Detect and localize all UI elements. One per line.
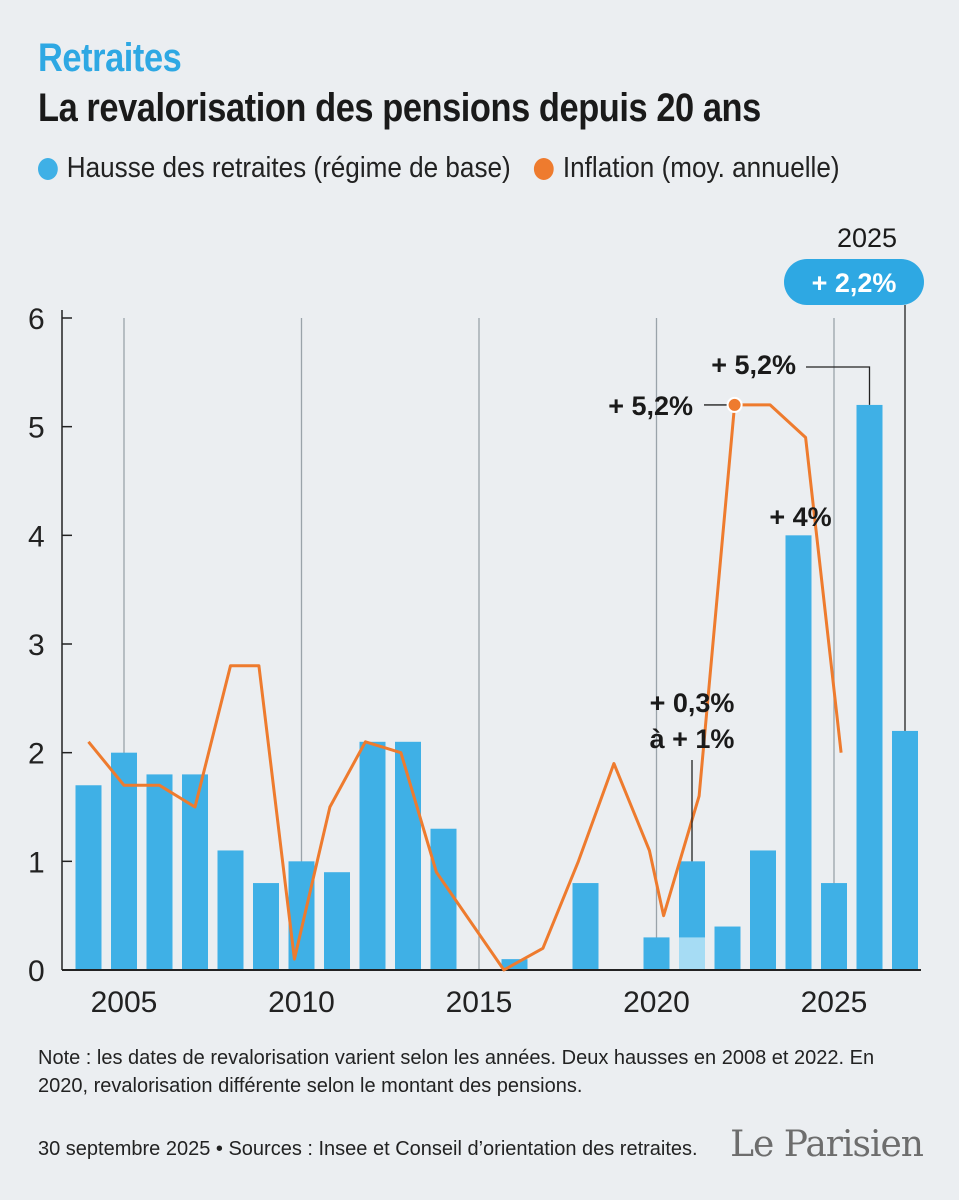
publisher-logo: Le Parisien xyxy=(730,1124,924,1165)
bar-2 xyxy=(146,774,173,970)
legend-label-bars: Hausse des retraites (régime de base) xyxy=(66,152,511,184)
chart-plot: 0 1 2 3 4 5 6 2005 2010 2015 2020 2025 + 5,2% + 5,2% +… xyxy=(28,223,924,1019)
chart-note: Note : les dates de revalorisation varie… xyxy=(38,1047,875,1097)
chart-legend: Hausse des retraites (régime de base) In… xyxy=(38,152,863,185)
bar-20 xyxy=(892,730,918,970)
bar-2020-label-line1: + 0,3% xyxy=(650,688,735,718)
inflation-line xyxy=(87,403,843,972)
x-tick-label-2015: 2015 xyxy=(446,986,513,1019)
y-tick-label-5: 5 xyxy=(28,412,45,445)
bar-7 xyxy=(324,872,350,970)
legend-label-line: Inflation (moy. annuelle) xyxy=(562,152,840,184)
y-tick-label-0: 0 xyxy=(28,955,45,988)
bar-4 xyxy=(217,850,244,970)
chart-footer: 30 septembre 2025 • Sources : Insee et C… xyxy=(38,1138,698,1160)
bar-4pct-label: + 4% xyxy=(769,502,831,532)
bar-10 xyxy=(430,828,457,970)
bar-16 xyxy=(750,850,776,970)
inflation-peak-marker xyxy=(726,396,743,413)
y-tick-label-2: 2 xyxy=(28,738,45,771)
bar-12 xyxy=(572,883,599,970)
legend-item-line: Inflation (moy. annuelle) xyxy=(534,152,840,185)
bar-19 xyxy=(856,404,883,970)
bar-15 xyxy=(714,926,741,970)
line-peak-label: + 5,2% xyxy=(608,391,693,421)
y-tick-label-3: 3 xyxy=(28,629,45,662)
x-tick-label-2010: 2010 xyxy=(268,986,335,1019)
x-tick-label-2005: 2005 xyxy=(91,986,158,1019)
x-tick-label-2020: 2020 xyxy=(623,986,690,1019)
badge-pill xyxy=(784,259,924,305)
badge-value: + 2,2% xyxy=(812,268,897,298)
bar-2020-label-line2: à + 1% xyxy=(650,724,735,754)
y-tick-label-1: 1 xyxy=(28,846,45,879)
bar-5 xyxy=(253,883,279,970)
legend-item-bars: Hausse des retraites (régime de base) xyxy=(38,152,511,185)
y-tick-label-6: 6 xyxy=(28,303,45,336)
legend-swatch-bars xyxy=(38,157,58,180)
bar-peak-leader xyxy=(806,366,871,405)
badge-year: 2025 xyxy=(837,223,897,253)
bar-14-lower-range xyxy=(679,937,705,970)
bar-peak-label: + 5,2% xyxy=(711,350,796,380)
y-tick-label-4: 4 xyxy=(28,520,45,553)
chart-kicker: Retraites xyxy=(38,36,182,80)
bar-1 xyxy=(111,752,137,970)
bar-17 xyxy=(785,535,812,970)
chart-title: La revalorisation des pensions depuis 20… xyxy=(38,86,761,130)
bar-8 xyxy=(359,741,386,970)
bar-0 xyxy=(75,785,102,970)
bar-13 xyxy=(643,937,670,970)
x-tick-label-2025: 2025 xyxy=(801,986,868,1019)
legend-swatch-line xyxy=(534,157,554,180)
bar-18 xyxy=(821,883,847,970)
